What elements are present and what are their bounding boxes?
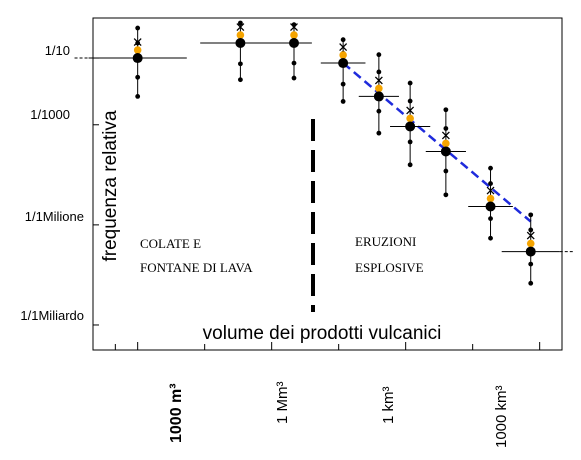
secondary-marker xyxy=(375,84,383,93)
secondary-marker xyxy=(339,51,347,59)
region-label-lava-2: FONTANE DI LAVA xyxy=(140,260,253,275)
y-tick-label: 1/10 xyxy=(45,43,70,58)
x-axis-ticks xyxy=(93,57,541,350)
plot-frame xyxy=(92,17,563,351)
error-dot xyxy=(238,77,243,83)
error-dot xyxy=(376,52,382,58)
error-dot xyxy=(488,235,493,241)
cross-marker xyxy=(374,76,383,85)
cross-marker xyxy=(526,231,535,240)
error-dot xyxy=(488,216,493,222)
error-dot xyxy=(376,108,382,114)
cross-marker xyxy=(133,38,142,46)
error-dot xyxy=(407,80,413,86)
error-dot xyxy=(528,212,534,218)
error-dot xyxy=(443,107,449,113)
data-point xyxy=(525,246,536,257)
y-axis: 1/10 1/1000 1/1Milione 1/1Miliardo xyxy=(20,43,84,323)
y-axis-title: frequenza relativa xyxy=(100,110,121,261)
error-dot xyxy=(443,168,449,174)
data-point xyxy=(373,91,384,102)
cross-marker xyxy=(236,23,245,31)
data-point xyxy=(485,201,496,212)
error-dot xyxy=(407,98,413,104)
error-dot xyxy=(340,99,346,104)
secondary-marker xyxy=(236,31,245,39)
data-point xyxy=(235,38,246,49)
error-dot xyxy=(238,20,243,26)
secondary-marker xyxy=(486,194,495,203)
cross-marker xyxy=(339,43,348,52)
error-dot xyxy=(238,61,243,67)
data-point xyxy=(338,58,349,69)
error-dot xyxy=(528,227,534,233)
cross-marker xyxy=(406,106,415,115)
region-label-explosive-2: ESPLOSIVE xyxy=(355,260,424,275)
error-dot xyxy=(443,126,449,131)
error-dot xyxy=(528,261,534,267)
error-dot xyxy=(135,25,141,31)
secondary-marker xyxy=(406,114,414,123)
error-dot xyxy=(291,75,297,81)
x-tick-label: 1000 km³ xyxy=(493,385,510,448)
error-dot xyxy=(340,37,346,43)
fit-line xyxy=(342,62,532,223)
x-axis-title: volume dei prodotti vulcanici xyxy=(203,323,442,344)
x-tick-label: 1 km³ xyxy=(380,386,397,424)
error-dot xyxy=(135,40,141,46)
error-dot xyxy=(376,130,382,136)
cross-marker xyxy=(441,131,450,140)
data-point xyxy=(132,53,143,64)
error-dot xyxy=(135,74,141,80)
y-tick-label: 1/1Miliardo xyxy=(20,308,84,323)
error-dot xyxy=(528,280,534,286)
secondary-marker xyxy=(526,239,535,248)
secondary-marker xyxy=(133,46,142,54)
data-point xyxy=(440,146,451,157)
error-dot xyxy=(340,81,346,87)
x-tick-label: 1000 m³ xyxy=(168,383,185,443)
cross-marker xyxy=(290,23,298,31)
data-marks xyxy=(74,20,574,286)
data-point xyxy=(289,38,299,49)
error-dot xyxy=(291,60,297,66)
region-label-explosive-1: ERUZIONI xyxy=(355,234,416,249)
error-dot xyxy=(407,139,413,145)
error-dot xyxy=(376,69,382,75)
data-point xyxy=(405,121,416,132)
error-dot xyxy=(488,165,493,171)
error-dot xyxy=(488,181,493,186)
cross-marker xyxy=(486,186,495,195)
y-tick-label: 1/1000 xyxy=(30,107,70,122)
error-dot xyxy=(135,94,141,99)
region-label-lava-1: COLATE E xyxy=(140,236,201,251)
x-tick-label: 1 Mm³ xyxy=(274,382,291,425)
y-tick-label: 1/1Milione xyxy=(25,209,84,224)
error-dot xyxy=(443,192,449,198)
error-dot xyxy=(407,162,413,168)
secondary-marker xyxy=(290,31,298,39)
secondary-marker xyxy=(442,139,450,148)
